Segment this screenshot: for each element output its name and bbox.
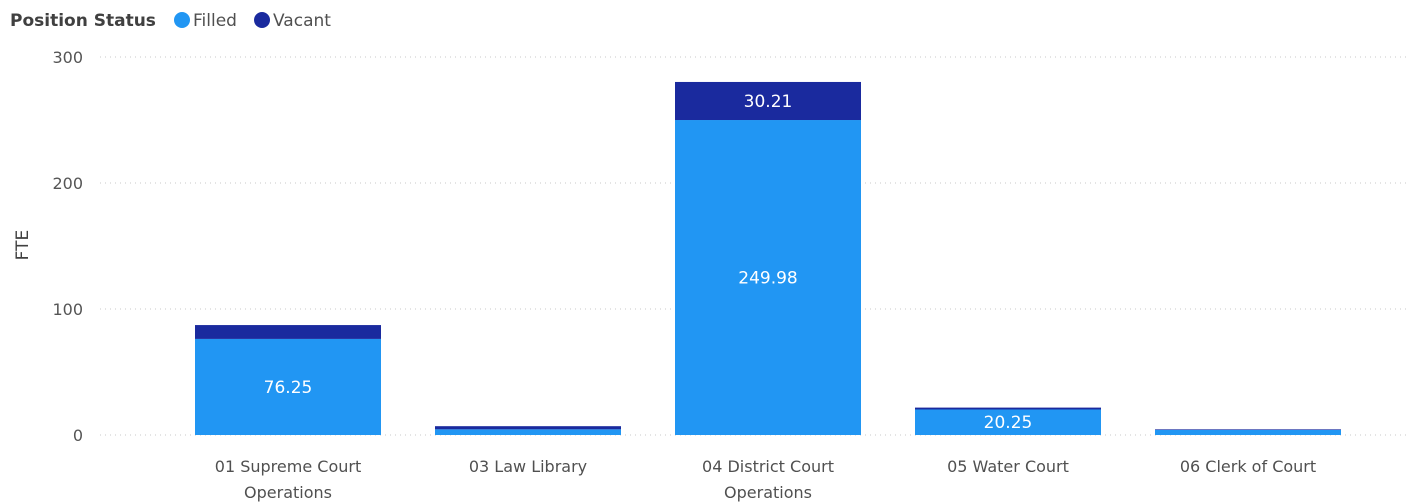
legend: Position Status Filled Vacant [10, 11, 331, 31]
bars [195, 81, 1341, 435]
data-label: 76.25 [264, 378, 313, 398]
bar-segment-filled[interactable] [915, 409, 1101, 435]
bar-segment-filled[interactable] [1155, 429, 1341, 435]
legend-title: Position Status [10, 11, 156, 31]
x-axis-categories: 01 Supreme Court Operations 03 Law Library… [215, 457, 1316, 502]
y-tick-label: 0 [73, 426, 83, 445]
legend-filled-marker [174, 12, 190, 28]
y-tick-label: 300 [52, 48, 83, 67]
bar-segment-vacant[interactable] [915, 407, 1101, 410]
x-category-label: 06 Clerk of Court [1180, 457, 1316, 476]
y-tick-label: 200 [52, 174, 83, 193]
bar-segment-vacant[interactable] [1155, 429, 1341, 430]
bar-segment-filled[interactable] [435, 429, 621, 435]
legend-vacant-marker [254, 12, 270, 28]
y-axis-title: FTE [13, 230, 33, 261]
bar-segment-vacant[interactable] [195, 325, 381, 339]
bar-segment-vacant[interactable] [435, 426, 621, 430]
bar-segment-vacant[interactable] [675, 81, 861, 121]
bar-segment-filled[interactable] [195, 338, 381, 435]
y-axis-ticks: 0 100 200 300 [52, 48, 83, 445]
data-label: 20.25 [984, 413, 1033, 433]
bar-segment-filled[interactable] [675, 120, 861, 435]
y-tick-label: 100 [52, 300, 83, 319]
legend-vacant-label[interactable]: Vacant [273, 11, 331, 31]
x-category-label: 04 District Court Operations [702, 457, 834, 502]
data-labels: 76.25 249.98 30.21 20.25 [264, 92, 1033, 433]
legend-filled-label[interactable]: Filled [193, 11, 237, 31]
data-label: 30.21 [744, 92, 793, 112]
x-category-label: 05 Water Court [947, 457, 1069, 476]
x-category-label: 01 Supreme Court Operations [215, 457, 361, 502]
data-label: 249.98 [738, 269, 797, 289]
x-category-label: 03 Law Library [469, 457, 587, 476]
